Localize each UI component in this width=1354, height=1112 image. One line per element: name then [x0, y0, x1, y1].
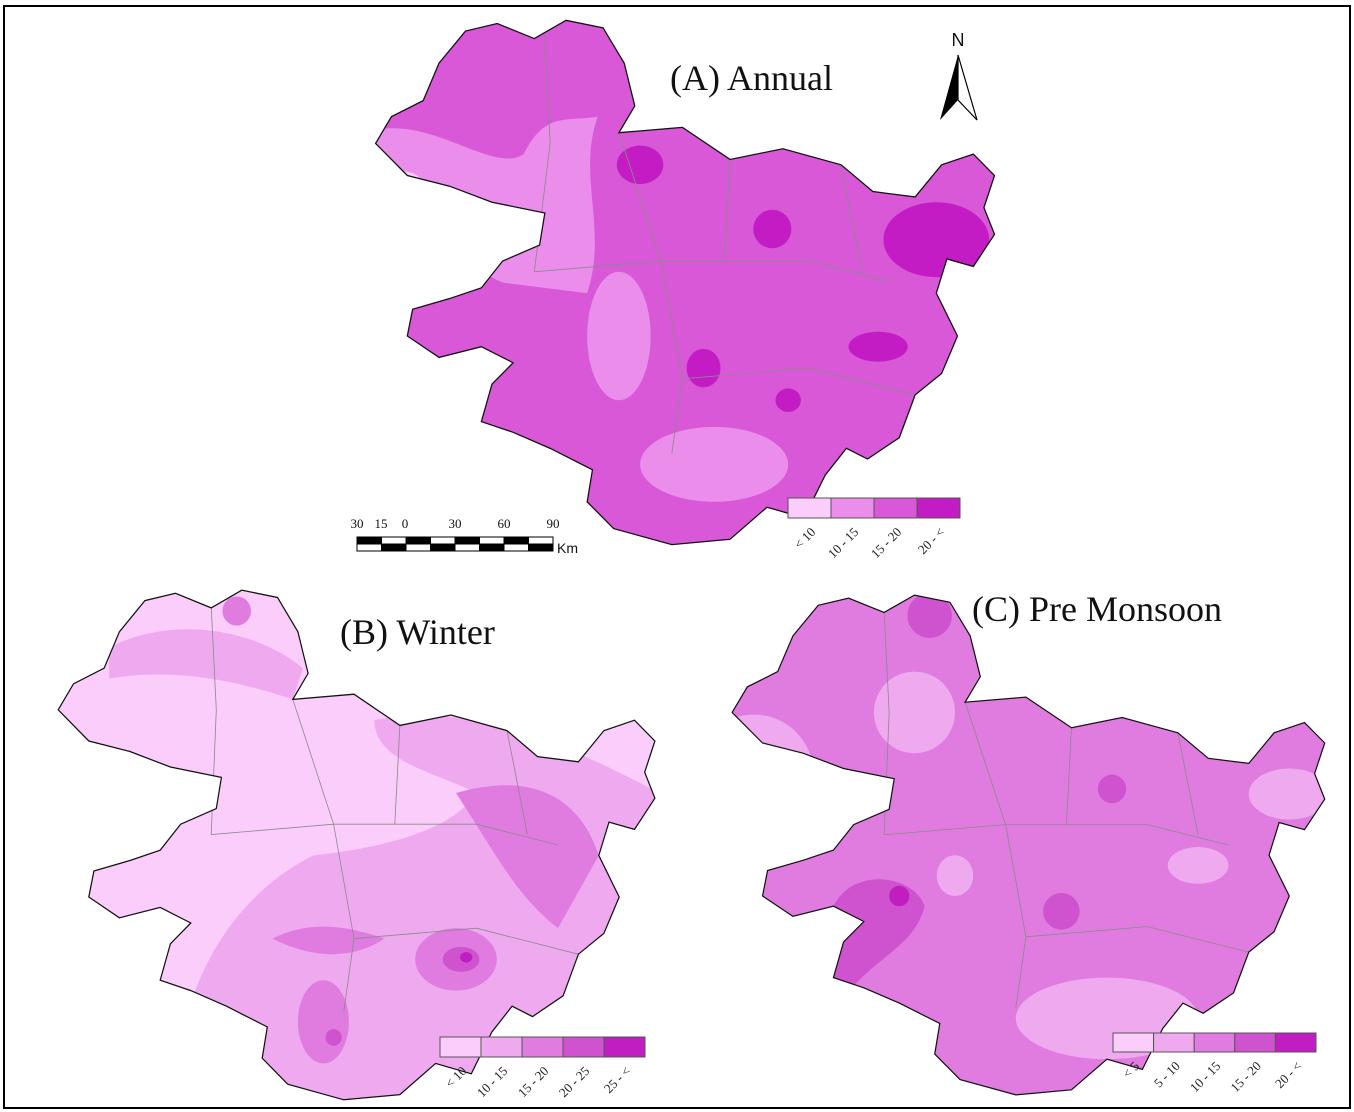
scale-label: 15 — [375, 516, 388, 531]
zone — [298, 980, 349, 1063]
zone — [1043, 893, 1079, 930]
scale-block — [455, 544, 480, 551]
legend-swatch — [917, 498, 960, 518]
legend-swatch — [788, 498, 831, 518]
panel-title: (C) Pre Monsoon — [972, 589, 1222, 629]
legend-label: 20 - < — [1272, 1058, 1305, 1091]
map-a — [365, 20, 995, 544]
scale-block — [357, 544, 382, 551]
figure: N 30150306090Km (A) Annual< 1010 - 1515 … — [0, 0, 1354, 1112]
zone — [325, 1029, 341, 1046]
zone — [587, 272, 650, 400]
scale-block — [382, 537, 407, 544]
legend-swatch — [440, 1037, 481, 1057]
legend-swatch — [563, 1037, 604, 1057]
zone — [1249, 769, 1330, 820]
zone — [617, 146, 664, 185]
scale-label: 90 — [547, 516, 560, 531]
legend-swatch — [522, 1037, 563, 1057]
legend-label: 20 - < — [915, 524, 948, 557]
scale-block — [504, 537, 529, 544]
legend-label: 15 - 20 — [515, 1063, 552, 1100]
legend-swatch — [1194, 1033, 1235, 1052]
scale-block — [504, 544, 529, 551]
scale-bar: 30 15 0 30 60 90 Km — [351, 516, 579, 556]
zone — [776, 388, 801, 412]
zone — [687, 349, 721, 388]
scale-block — [480, 537, 505, 544]
legend-label: 25 - < — [601, 1063, 634, 1096]
scale-block — [357, 537, 382, 544]
scale-block — [431, 544, 456, 551]
zone — [874, 672, 955, 754]
scale-block — [406, 537, 431, 544]
map-b — [58, 590, 660, 1105]
scale-block — [431, 537, 456, 544]
zone — [1098, 775, 1126, 804]
legend-swatch — [1275, 1033, 1316, 1052]
arrow-half — [940, 55, 958, 120]
legend-swatch — [1154, 1033, 1195, 1052]
zone — [381, 171, 423, 201]
panel-title: (A) Annual — [670, 58, 833, 98]
zone — [222, 596, 251, 625]
scale-block — [480, 544, 505, 551]
scale-block — [529, 537, 554, 544]
scale-label: 0 — [402, 516, 409, 531]
legend-swatch — [604, 1037, 645, 1057]
legend-label: 10 - 15 — [1187, 1058, 1224, 1095]
scale-label: 30 — [351, 516, 364, 531]
legend-label: < 10 — [791, 524, 818, 551]
legend-label: 15 - 20 — [1227, 1058, 1264, 1095]
legend-label: 5 - 10 — [1151, 1058, 1183, 1090]
zone — [460, 952, 472, 962]
legend-swatch — [831, 498, 874, 518]
north-arrow: N — [940, 30, 977, 120]
scale-block — [529, 544, 554, 551]
panel-title: (B) Winter — [340, 612, 495, 652]
north-label: N — [952, 30, 965, 50]
legend-swatch — [481, 1037, 522, 1057]
legend-label: 20 - 25 — [556, 1063, 593, 1100]
scale-label: 60 — [498, 516, 511, 531]
zone — [640, 427, 788, 502]
legend-swatch — [874, 498, 917, 518]
zone — [753, 210, 791, 249]
scale-unit: Km — [557, 540, 578, 556]
legend-label: 15 - 20 — [868, 524, 905, 561]
scale-block — [455, 537, 480, 544]
page: {"north": "N", "scale_bar": {"ticks": ["… — [0, 0, 1354, 1112]
zone — [1168, 847, 1229, 884]
scale-block — [406, 544, 431, 551]
zone — [889, 886, 909, 906]
map-c — [722, 593, 1330, 1095]
zone — [907, 593, 952, 638]
zone — [849, 332, 908, 362]
scale-label: 30 — [449, 516, 462, 531]
arrow-half — [958, 55, 977, 120]
legend-swatch — [1113, 1033, 1154, 1052]
scale-block — [382, 544, 407, 551]
legend-label: 10 - 15 — [825, 524, 862, 561]
legend-label: 10 - 15 — [474, 1063, 511, 1100]
zone — [937, 855, 973, 896]
legend-swatch — [1235, 1033, 1276, 1052]
